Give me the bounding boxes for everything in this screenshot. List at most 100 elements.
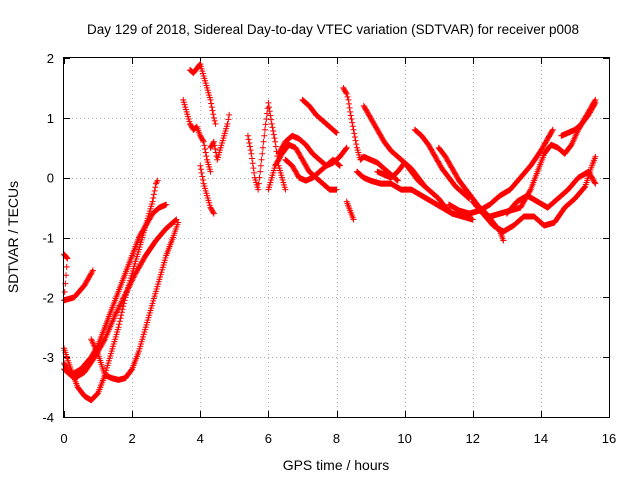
- y-axis-label: SDTVAR / TECUs: [5, 181, 21, 293]
- data-point: [118, 312, 125, 319]
- data-point: [211, 117, 218, 124]
- data-point: [198, 169, 205, 176]
- data-point: [258, 156, 265, 163]
- data-point: [124, 287, 131, 294]
- data-point: [270, 127, 277, 134]
- y-tick-label: 2: [47, 51, 54, 66]
- data-point: [569, 140, 576, 147]
- data-point: [61, 288, 68, 295]
- data-point: [210, 138, 217, 145]
- data-point: [120, 295, 127, 302]
- data-point: [207, 96, 214, 103]
- data-point: [351, 133, 358, 140]
- data-point: [257, 162, 264, 169]
- y-tick-label: -3: [42, 350, 54, 365]
- data-point: [88, 336, 95, 343]
- data-point: [257, 168, 264, 175]
- y-tick-label: 0: [47, 171, 54, 186]
- data-point: [201, 142, 208, 149]
- data-point: [120, 294, 127, 301]
- data-point: [88, 337, 95, 344]
- data-point: [226, 111, 233, 118]
- data-point: [250, 165, 257, 172]
- data-point: [197, 162, 204, 169]
- data-point: [351, 130, 358, 137]
- x-tick-label: 8: [333, 431, 340, 446]
- data-point: [128, 278, 135, 285]
- data-point: [592, 180, 599, 187]
- data-point: [116, 302, 123, 309]
- series-trace-p: [343, 198, 357, 223]
- data-point: [225, 116, 232, 123]
- data-point: [336, 162, 343, 169]
- x-tick-label: 16: [602, 431, 616, 446]
- data-point: [212, 145, 219, 152]
- data-point: [345, 96, 352, 103]
- data-point: [333, 186, 340, 193]
- data-point: [118, 309, 125, 316]
- data-point: [335, 161, 342, 168]
- x-axis-label: GPS time / hours: [283, 457, 390, 473]
- data-point: [90, 342, 97, 349]
- data-point: [570, 137, 577, 144]
- x-tick-label: 10: [397, 431, 411, 446]
- data-point: [249, 160, 256, 167]
- data-point: [210, 210, 217, 217]
- data-point: [571, 134, 578, 141]
- data-point: [592, 99, 599, 106]
- series-trace-f: [180, 96, 214, 175]
- data-point: [119, 296, 126, 303]
- data-point: [209, 107, 216, 114]
- data-point: [114, 306, 121, 313]
- data-point: [352, 137, 359, 144]
- data-point: [175, 219, 182, 226]
- series-trace-y: [503, 168, 599, 217]
- y-tick-label: -2: [42, 290, 54, 305]
- series-trace-i: [207, 111, 233, 163]
- data-point: [347, 112, 354, 119]
- series-trace-z: [558, 99, 599, 139]
- x-tick-label: 6: [265, 431, 272, 446]
- data-point: [343, 90, 350, 97]
- data-point: [115, 305, 122, 312]
- data-point: [118, 298, 125, 305]
- series-trace-n: [299, 96, 340, 136]
- data-point: [591, 179, 598, 186]
- data-point: [349, 119, 356, 126]
- data-point: [332, 129, 339, 136]
- data-point: [246, 143, 253, 150]
- data-point: [349, 123, 356, 130]
- data-point: [125, 285, 132, 292]
- chart-title: Day 129 of 2018, Sidereal Day-to-day VTE…: [87, 22, 579, 37]
- data-point: [163, 201, 170, 208]
- data-point: [94, 390, 101, 397]
- data-point: [129, 275, 136, 282]
- data-point: [112, 310, 119, 317]
- data-point: [261, 126, 268, 133]
- y-tick-label: -1: [42, 231, 54, 246]
- data-point: [122, 291, 129, 298]
- data-point: [63, 254, 70, 261]
- data-point: [265, 99, 272, 106]
- data-point: [208, 104, 215, 111]
- x-tick-label: 14: [534, 431, 548, 446]
- data-point: [202, 145, 209, 152]
- data-point: [333, 129, 340, 136]
- data-point: [89, 267, 96, 274]
- series-trace-a: [61, 251, 96, 304]
- series-trace-v: [445, 126, 556, 217]
- series-trace-s: [353, 168, 476, 223]
- data-point: [260, 138, 267, 145]
- data-point: [199, 137, 206, 144]
- data-point: [344, 93, 351, 100]
- data-point: [196, 61, 203, 68]
- data-point: [129, 277, 136, 284]
- data-point: [268, 120, 275, 127]
- x-tick-label: 2: [129, 431, 136, 446]
- data-point: [118, 299, 125, 306]
- data-point: [131, 273, 138, 280]
- data-point: [266, 104, 273, 111]
- data-point: [343, 144, 350, 151]
- series-trace-c: [61, 201, 170, 379]
